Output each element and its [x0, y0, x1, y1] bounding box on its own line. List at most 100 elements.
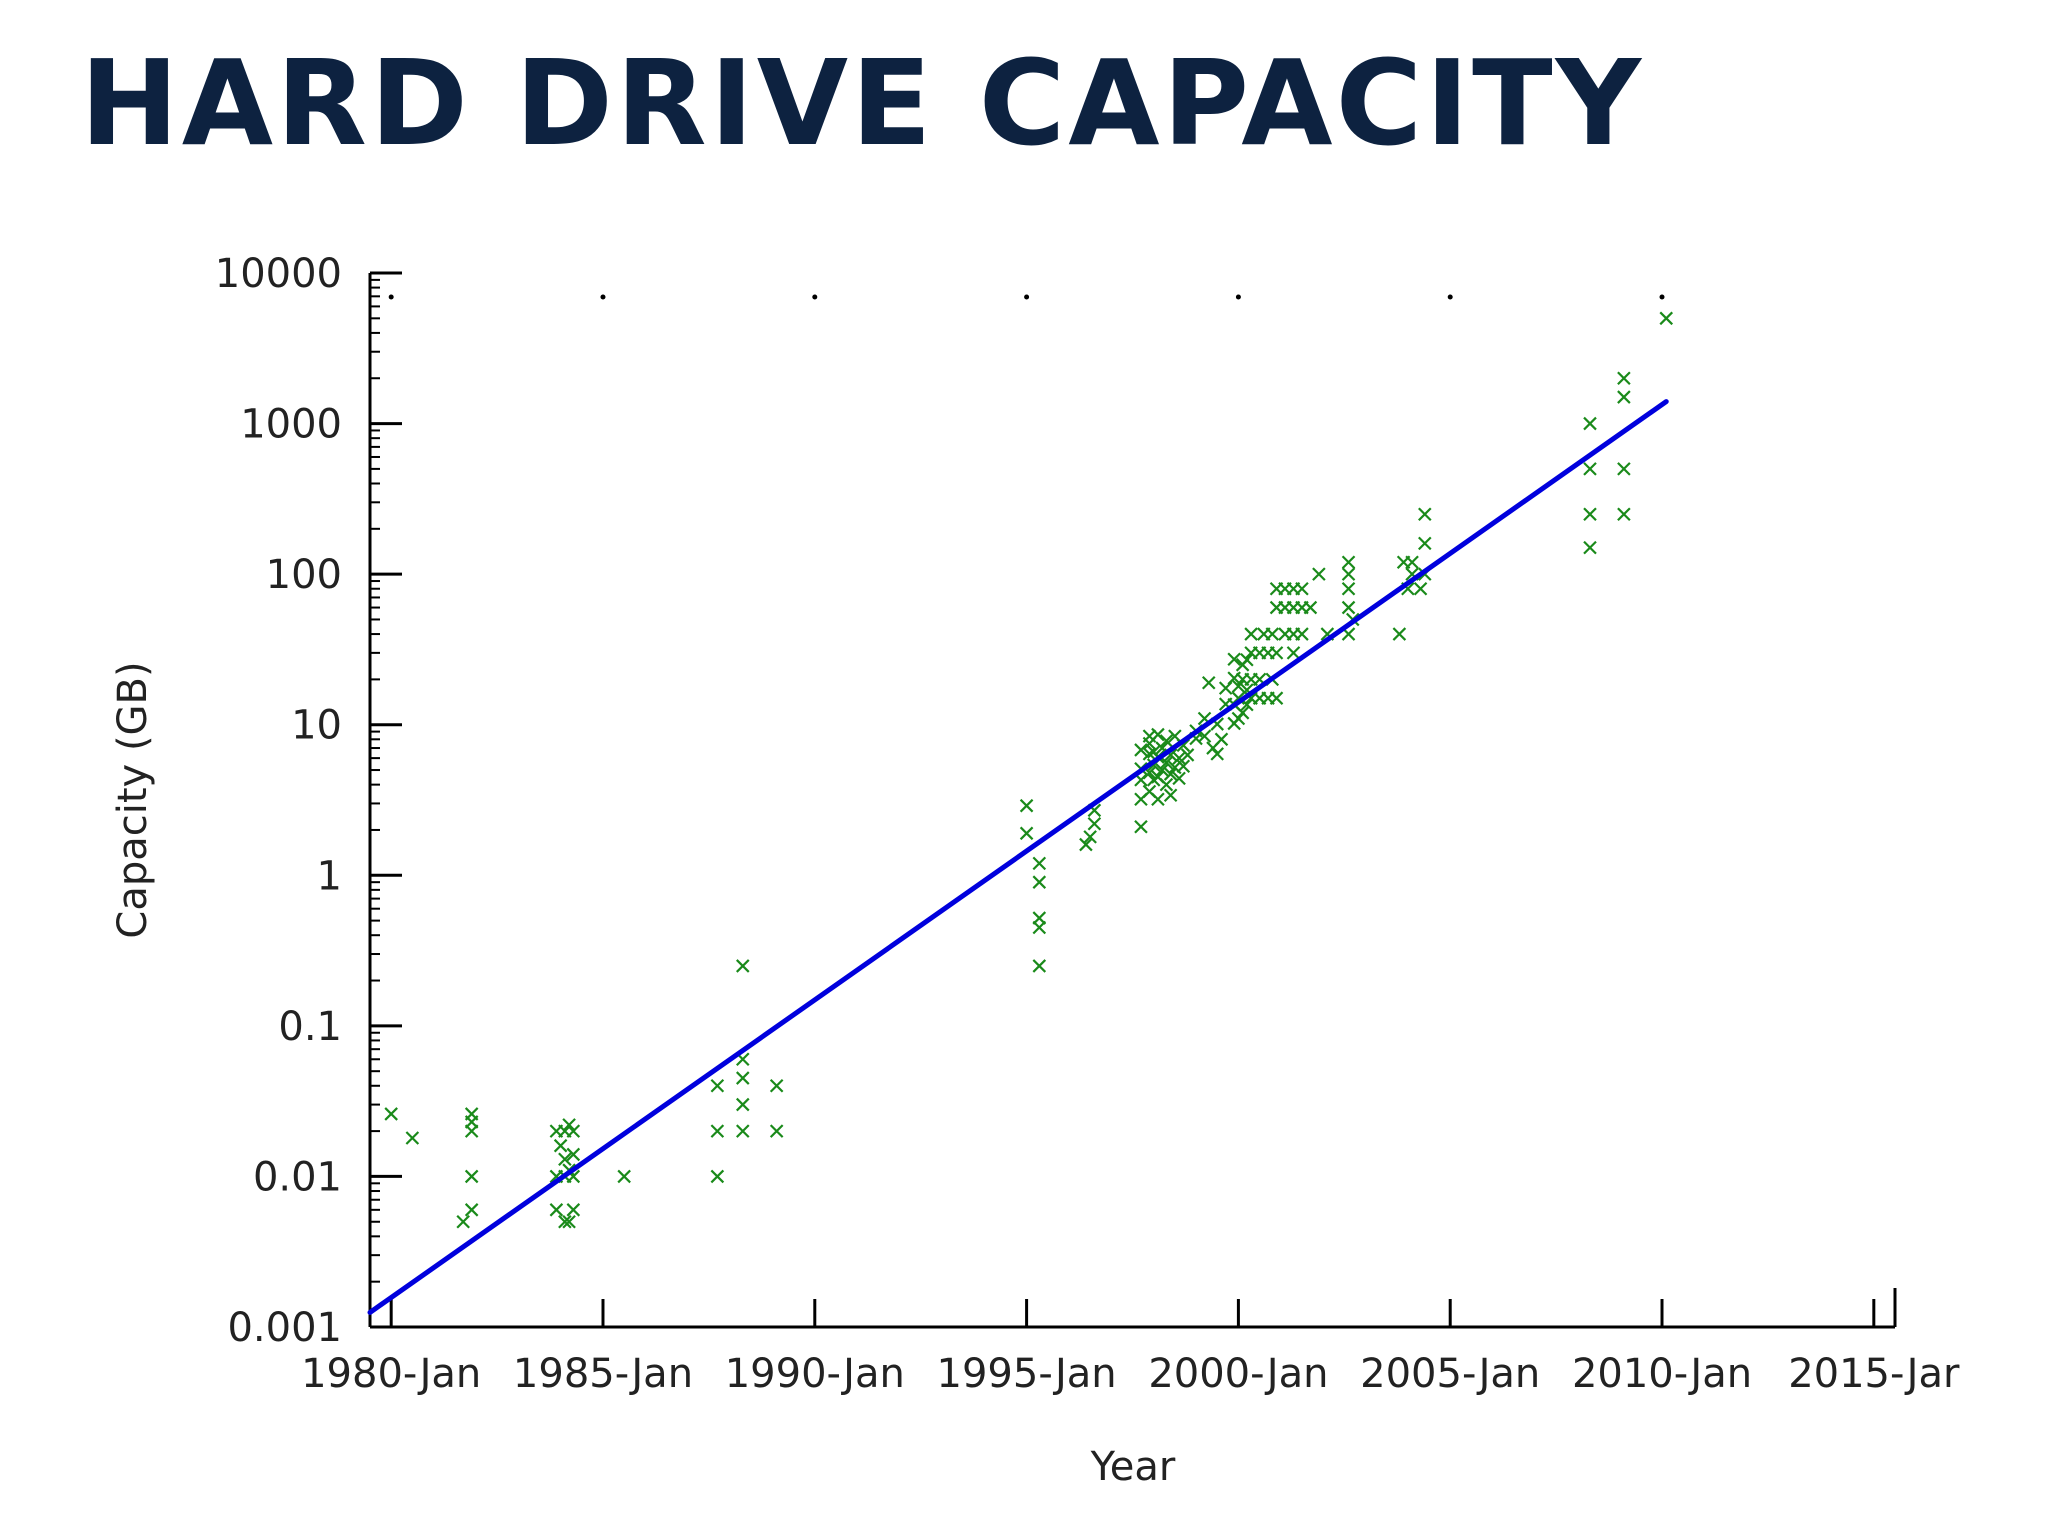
x-tick-label: 1980-Jan	[301, 1351, 481, 1397]
data-point	[1583, 507, 1597, 522]
data-point	[1312, 567, 1326, 581]
data-point	[566, 1124, 581, 1138]
data-point	[1392, 627, 1407, 641]
data-point	[1019, 826, 1034, 841]
data-point	[1227, 652, 1241, 667]
data-point	[1155, 763, 1169, 777]
data-point	[1659, 311, 1674, 326]
y-tick-label: 100	[266, 552, 342, 598]
data-point	[1583, 540, 1597, 555]
data-point	[1083, 830, 1097, 844]
data-point	[736, 959, 750, 973]
data-point	[1197, 729, 1212, 743]
data-point	[1244, 627, 1258, 641]
data-point	[1214, 732, 1229, 747]
data-point	[710, 1079, 725, 1093]
data-point	[1172, 751, 1186, 765]
data-point	[1163, 767, 1178, 781]
data-point	[1032, 959, 1047, 973]
y-tick-label: 0.1	[278, 1004, 342, 1050]
data-point	[1303, 600, 1318, 615]
trend-line-layer	[367, 399, 1669, 1315]
data-point	[1163, 788, 1178, 803]
data-point	[736, 1097, 750, 1112]
y-axis-title: Capacity (GB)	[110, 661, 156, 938]
data-point	[1617, 462, 1631, 476]
data-point	[736, 1071, 750, 1085]
data-point	[464, 1115, 479, 1129]
data-point	[1341, 567, 1356, 581]
data-point	[1583, 416, 1597, 431]
data-point	[1617, 390, 1631, 404]
data-point	[1269, 646, 1284, 660]
x-top-tick-dot	[1447, 294, 1453, 300]
data-point	[1201, 675, 1216, 690]
data-point	[1087, 816, 1102, 831]
data-point	[1032, 856, 1047, 871]
data-point	[710, 1124, 725, 1138]
data-point	[1231, 679, 1246, 694]
data-point	[562, 1118, 576, 1132]
data-point	[558, 1214, 572, 1229]
x-tick-label: 2015-Jar	[1788, 1351, 1960, 1397]
data-point	[1134, 743, 1148, 757]
data-point	[1341, 555, 1356, 569]
data-point	[769, 1079, 784, 1093]
x-axis-title: Year	[1090, 1444, 1176, 1490]
data-point	[1617, 371, 1631, 386]
y-tick-label: 0.01	[253, 1154, 342, 1200]
x-axis: 1980-Jan 1985-Jan 1990-Jan 1995-Jan 2000-Jan…	[301, 294, 1960, 1397]
y-tick-label: 1	[317, 853, 342, 899]
page-title: Hard Drive Capacity	[80, 34, 1645, 172]
data-point	[566, 1203, 581, 1217]
data-point	[405, 1131, 420, 1145]
data-point	[1142, 747, 1157, 761]
data-point	[1151, 727, 1165, 742]
x-tick-label: 2005-Jan	[1360, 1351, 1540, 1397]
x-top-tick-dot	[388, 294, 394, 300]
data-point	[1286, 646, 1301, 660]
data-point	[1210, 747, 1224, 761]
x-top-tick-dot	[600, 294, 606, 300]
x-tick-label: 2010-Jan	[1572, 1351, 1752, 1397]
data-point	[1134, 819, 1148, 834]
data-point	[1032, 875, 1047, 889]
x-tick-label: 1990-Jan	[725, 1351, 905, 1397]
data-point	[1418, 507, 1432, 522]
data-point	[558, 1152, 572, 1167]
data-point	[1079, 837, 1093, 852]
y-major-ticks: 0.001 0.01 0.1 1 10 100 1000 10000	[215, 251, 402, 1351]
data-point	[1159, 734, 1174, 748]
scatter-points	[384, 311, 1674, 1229]
x-top-tick-dot	[1235, 294, 1241, 300]
data-point	[549, 1203, 564, 1217]
data-point	[1240, 652, 1254, 667]
data-point	[1413, 581, 1428, 596]
data-point	[769, 1124, 784, 1138]
trend-line	[367, 399, 1669, 1315]
data-point	[1583, 462, 1597, 476]
data-point	[464, 1169, 479, 1184]
data-point	[1265, 627, 1280, 641]
x-tick-label: 1985-Jan	[513, 1351, 693, 1397]
data-point	[1159, 777, 1174, 792]
data-point	[553, 1138, 568, 1153]
data-point	[1341, 600, 1356, 615]
data-point	[1295, 627, 1309, 641]
x-top-tick-dot	[1659, 294, 1665, 300]
x-tick-label: 1995-Jan	[937, 1351, 1117, 1397]
y-minor-ticks	[370, 278, 380, 1283]
y-tick-label: 10	[291, 703, 342, 749]
y-tick-label: 1000	[240, 402, 342, 448]
data-point	[456, 1214, 470, 1229]
data-point	[710, 1169, 725, 1184]
data-point	[1269, 691, 1284, 705]
data-point	[566, 1147, 581, 1162]
data-point	[1176, 759, 1191, 774]
data-point	[1617, 507, 1631, 522]
data-point	[1295, 581, 1309, 596]
data-point	[1418, 536, 1432, 551]
x-top-tick-dot	[1024, 294, 1030, 300]
data-point	[736, 1124, 750, 1138]
